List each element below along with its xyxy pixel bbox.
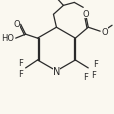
Text: F: F: [90, 71, 95, 80]
Text: F: F: [82, 73, 87, 82]
Text: F: F: [18, 59, 23, 68]
Text: O: O: [13, 20, 20, 28]
Text: F: F: [92, 60, 97, 69]
Text: HO: HO: [1, 33, 14, 42]
Text: O: O: [82, 10, 89, 19]
Text: O: O: [101, 27, 108, 36]
Text: N: N: [52, 66, 60, 76]
Text: F: F: [18, 70, 23, 79]
